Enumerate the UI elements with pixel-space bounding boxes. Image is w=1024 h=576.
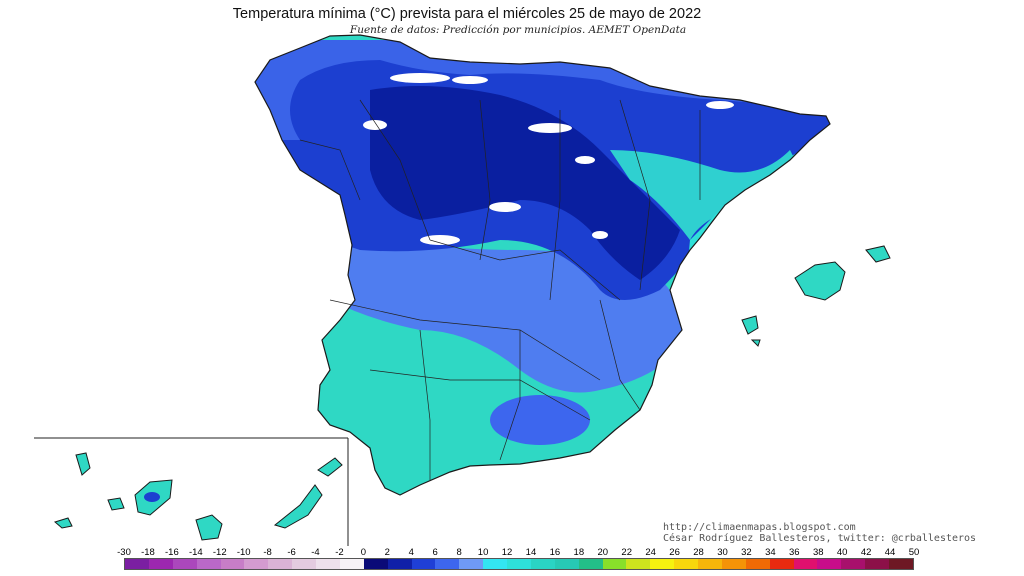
legend-tick-label: 4 — [408, 547, 414, 558]
legend-tick-label: 42 — [860, 547, 872, 558]
legend-swatch — [721, 559, 746, 569]
la-palma — [75, 452, 91, 476]
legend-swatch — [698, 559, 722, 569]
legend-swatch — [578, 559, 603, 569]
el-hierro — [53, 517, 73, 529]
legend-tick-label: -6 — [287, 547, 296, 558]
balearic-islands — [741, 245, 891, 347]
peninsula — [254, 34, 831, 496]
credits: http://climaenmapas.blogspot.com César R… — [663, 522, 976, 544]
legend-swatch — [363, 559, 388, 569]
legend-swatch — [387, 559, 412, 569]
legend-swatch — [865, 559, 889, 569]
legend-tick-label: 18 — [573, 547, 585, 558]
legend-color-bar — [124, 558, 914, 570]
la-gomera — [107, 497, 125, 511]
canary-inset — [34, 437, 349, 546]
legend-swatch — [244, 559, 269, 569]
legend-tick-label: -30 — [117, 547, 131, 558]
legend-tick-label: 12 — [501, 547, 513, 558]
zone-ebro — [610, 150, 800, 240]
legend-tick-label: -14 — [188, 547, 203, 558]
legend-swatch — [196, 559, 221, 569]
legend-tick-label: -16 — [165, 547, 179, 558]
legend-swatch — [220, 559, 245, 569]
lanzarote — [317, 457, 343, 477]
legend-tick-label: 50 — [908, 547, 920, 558]
legend-swatch — [769, 559, 794, 569]
legend-swatch — [530, 559, 555, 569]
legend-tick-label: 14 — [525, 547, 537, 558]
legend-tick-label: 22 — [621, 547, 633, 558]
fuerteventura — [273, 484, 323, 529]
legend-swatch — [889, 559, 913, 569]
legend-swatch — [745, 559, 770, 569]
legend-swatch — [602, 559, 627, 569]
legend-swatch — [172, 559, 197, 569]
map-subtitle: Fuente de datos: Predicción por municipi… — [349, 24, 687, 36]
legend-tick-label: 0 — [360, 547, 367, 558]
legend-swatch — [817, 559, 842, 569]
gran-canaria — [195, 514, 223, 541]
legend-swatch — [339, 559, 364, 569]
legend-tick-label: -4 — [311, 547, 320, 558]
legend-swatch — [292, 559, 316, 569]
legend-swatch — [841, 559, 866, 569]
legend-tick-labels: -30 -18 -16 -14 -12 -10 -8 -6 -4 -2 0 2 4 6 8 10 12 14 16 1… — [0, 547, 1024, 559]
legend-tick-label: -12 — [212, 547, 227, 558]
legend-swatch — [650, 559, 675, 569]
legend-tick-label: 8 — [456, 547, 462, 558]
legend-tick-label: -2 — [335, 547, 344, 558]
legend-swatch — [459, 559, 484, 569]
legend-tick-label: 6 — [432, 547, 438, 558]
legend-swatch — [411, 559, 436, 569]
credits-author: César Rodríguez Ballesteros, twitter: @c… — [663, 533, 977, 544]
legend-swatch — [483, 559, 507, 569]
map-title: Temperatura mínima (°C) prevista para el… — [232, 6, 702, 22]
legend-swatch — [793, 559, 818, 569]
legend-swatch — [316, 559, 340, 569]
legend-swatch — [125, 559, 149, 569]
province-borders — [299, 99, 701, 480]
teide-cold-spot — [144, 492, 160, 502]
credits-url: http://climaenmapas.blogspot.com — [663, 522, 856, 533]
legend-tick-label: -10 — [236, 547, 251, 558]
zone-sierra — [490, 395, 590, 445]
legend-tick-label: 2 — [384, 547, 390, 558]
legend-swatch — [435, 559, 460, 569]
legend-tick-label: 16 — [549, 547, 561, 558]
legend-tick-label: 28 — [693, 547, 704, 558]
legend-tick-label: 38 — [812, 547, 824, 558]
legend-swatch — [554, 559, 579, 569]
legend-tick-label: 34 — [765, 547, 776, 558]
legend-tick-label: 30 — [717, 547, 728, 558]
legend-swatch — [626, 559, 651, 569]
legend-tick-label: 20 — [597, 547, 609, 558]
legend-tick-label: 10 — [477, 547, 489, 558]
legend-tick-label: 26 — [669, 547, 680, 558]
legend-tick-label: 36 — [789, 547, 800, 558]
legend-tick-label: 44 — [884, 547, 896, 558]
legend-tick-label: 24 — [645, 547, 656, 558]
legend-swatch — [674, 559, 698, 569]
legend-swatch — [507, 559, 531, 569]
legend-tick-label: 40 — [836, 547, 848, 558]
legend-tick-label: -8 — [263, 547, 272, 558]
legend-tick-label: -18 — [141, 547, 155, 558]
legend-swatch — [148, 559, 173, 569]
legend-tick-label: 32 — [741, 547, 752, 558]
legend-swatch — [268, 559, 293, 569]
